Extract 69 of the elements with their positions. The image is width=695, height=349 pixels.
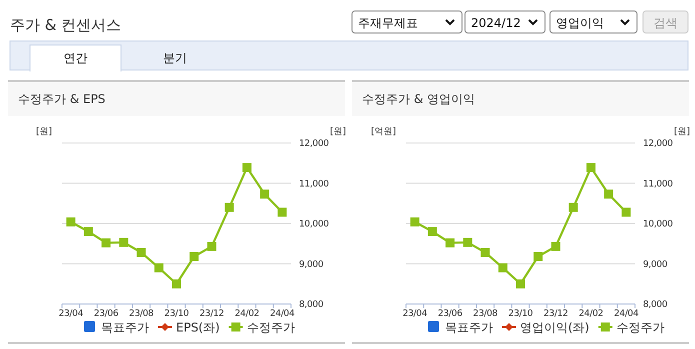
point — [66, 217, 76, 226]
legend-label: 목표주가 — [101, 320, 149, 334]
point — [498, 263, 508, 272]
point — [190, 252, 199, 262]
point — [622, 208, 631, 217]
point — [428, 227, 437, 236]
y2-tick-label: 11,000 — [299, 179, 330, 190]
x-tick-label: 24/02 — [578, 309, 604, 319]
x-tick-label: 23/08 — [129, 309, 154, 319]
point — [207, 242, 216, 251]
point — [568, 202, 578, 212]
text: 검색 — [654, 16, 678, 30]
legend-label: EPS(좌) — [176, 320, 220, 334]
text: 연간 — [64, 51, 88, 65]
chart-title: 수정주가 & 영업이익 — [362, 92, 475, 106]
point — [260, 190, 270, 199]
point — [446, 238, 455, 248]
text: 영업이익 — [556, 16, 604, 30]
text: 분기 — [163, 51, 187, 65]
x-tick-label: 24/04 — [270, 309, 295, 319]
point — [102, 238, 111, 248]
point — [604, 190, 614, 199]
y2-tick-label: 12,000 — [299, 139, 330, 149]
point — [136, 248, 146, 257]
point — [224, 202, 234, 212]
x-tick-label: 23/04 — [402, 309, 428, 319]
legend-label: 목표주가 — [445, 320, 493, 334]
y2-tick-label: 8,000 — [643, 300, 668, 310]
chart-title: 수정주가 & EPS — [18, 92, 106, 106]
x-tick-label: 24/04 — [614, 309, 639, 319]
point — [463, 238, 472, 247]
y2-tick-label: 9,000 — [643, 260, 668, 270]
point — [516, 279, 525, 288]
text: 2024/12 — [471, 16, 521, 30]
point — [586, 163, 596, 172]
y2-tick-label: 10,000 — [299, 220, 330, 230]
y-axis-title: [원] — [36, 127, 52, 137]
y2-tick-label: 12,000 — [643, 139, 674, 149]
y2-tick-label: 8,000 — [299, 300, 324, 310]
x-tick-label: 23/12 — [200, 309, 224, 319]
legend-label: 수정주가 — [616, 320, 664, 334]
x-tick-label: 24/02 — [234, 309, 260, 319]
y-axis-title: [억원] — [370, 127, 396, 137]
x-tick-label: 23/08 — [473, 309, 498, 319]
y2-axis-title: [원] — [674, 127, 690, 137]
legend-label: 수정주가 — [246, 320, 295, 334]
y2-tick-label: 10,000 — [643, 220, 674, 230]
y2-tick-label: 9,000 — [299, 260, 324, 270]
x-tick-label: 23/10 — [508, 309, 534, 319]
point — [242, 163, 252, 172]
point — [154, 263, 164, 272]
point — [278, 208, 287, 217]
point — [119, 238, 128, 247]
point — [534, 252, 543, 262]
x-tick-label: 23/12 — [544, 309, 568, 319]
x-tick-label: 23/06 — [94, 309, 119, 319]
point — [410, 217, 420, 226]
x-tick-label: 23/06 — [438, 309, 463, 319]
text: 주재무제표 — [358, 16, 418, 30]
point — [480, 248, 490, 257]
y2-tick-label: 11,000 — [643, 179, 674, 190]
x-tick-label: 23/04 — [58, 309, 84, 319]
text: 주가 & 컨센서스 — [10, 16, 122, 34]
point — [84, 227, 93, 236]
legend-label: 영업이익(좌) — [520, 320, 590, 334]
y2-axis-title: [원] — [330, 127, 346, 137]
point — [172, 279, 181, 288]
x-tick-label: 23/10 — [164, 309, 190, 319]
point — [551, 242, 560, 251]
